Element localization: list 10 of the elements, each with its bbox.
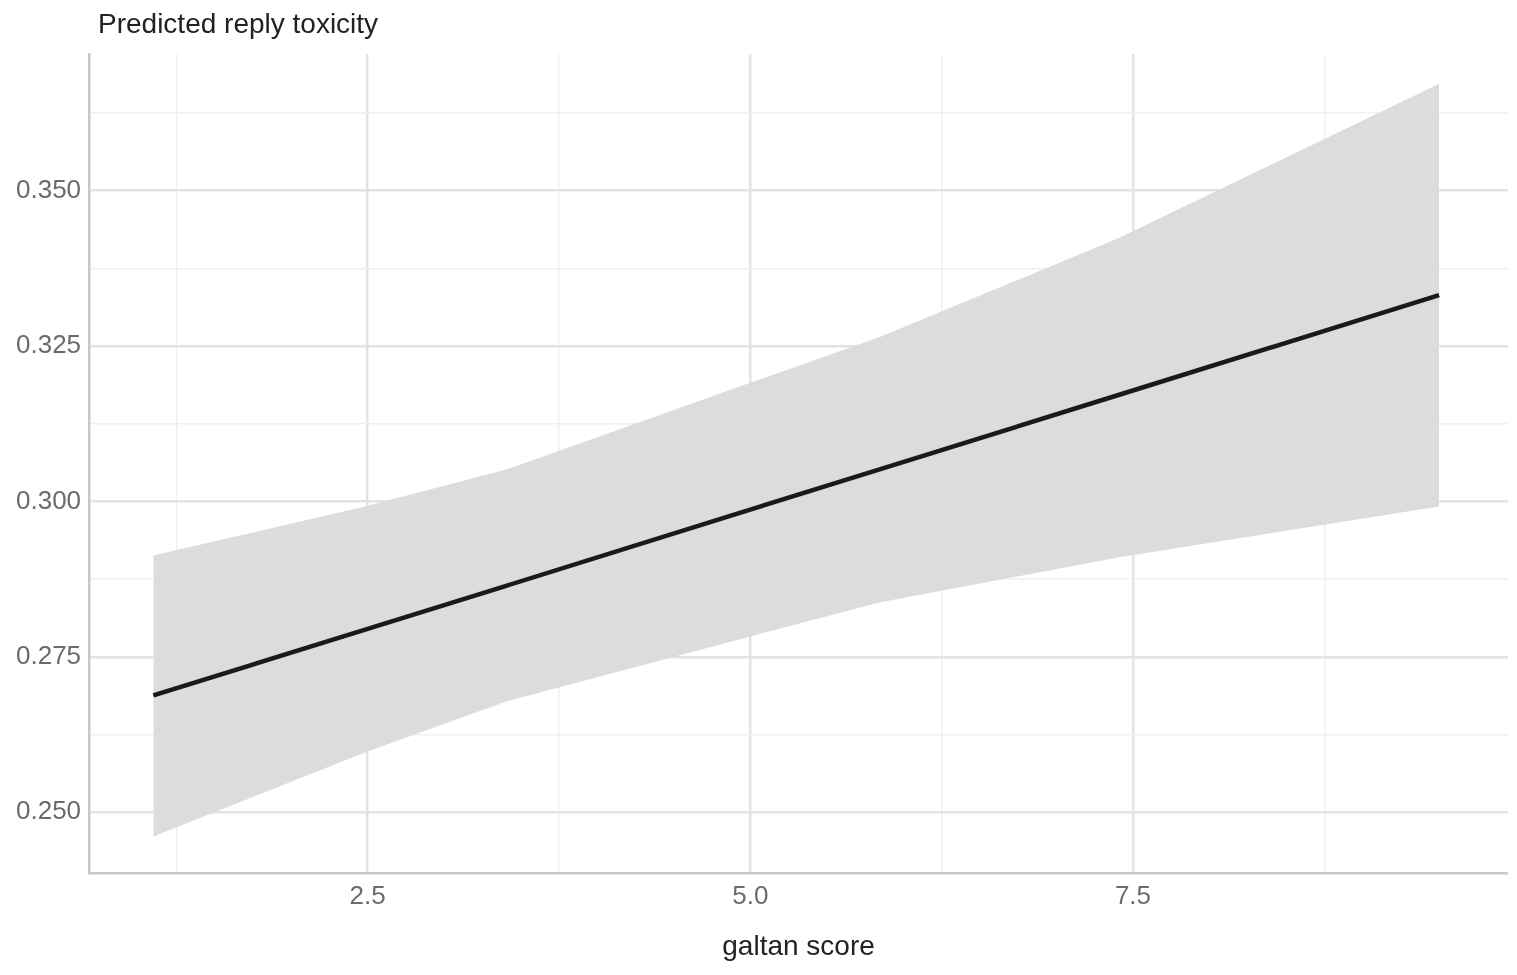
y-tick-label: 0.250	[15, 795, 82, 826]
y-tick-label: 0.350	[15, 173, 82, 204]
y-axis-title: Predicted reply toxicity	[98, 8, 379, 40]
y-tick-label: 0.325	[15, 329, 82, 360]
x-tick-label: 7.5	[1114, 879, 1152, 910]
x-tick-label: 5.0	[732, 879, 769, 910]
x-axis-title: galtan score	[722, 929, 875, 961]
y-tick-label: 0.275	[15, 640, 82, 671]
y-tick-label: 0.300	[15, 484, 82, 515]
x-tick-label: 2.5	[349, 879, 386, 910]
